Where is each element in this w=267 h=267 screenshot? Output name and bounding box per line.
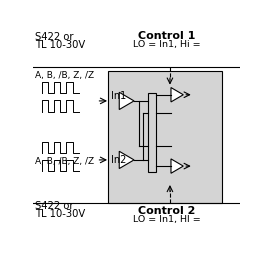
Polygon shape [171,159,183,173]
Text: TL 10-30V: TL 10-30V [36,40,86,50]
Polygon shape [171,88,183,102]
Text: A, B, /B, Z, /Z: A, B, /B, Z, /Z [36,157,95,166]
Text: Control 1: Control 1 [138,31,195,41]
Text: A, B, /B, Z, /Z: A, B, /B, Z, /Z [36,71,95,80]
Bar [148,93,156,172]
Text: LO = In1, Hi =: LO = In1, Hi = [133,40,201,49]
Text: LO = In1, HI =: LO = In1, HI = [133,215,201,224]
Text: S422 or: S422 or [36,201,74,211]
Text: S422 or: S422 or [36,32,74,42]
Text: Control 2: Control 2 [138,206,195,216]
Polygon shape [119,151,134,168]
Text: TL 10-30V: TL 10-30V [36,209,86,219]
Bar [108,71,222,203]
Text: In1: In1 [111,91,126,101]
Text: In2: In2 [111,155,126,164]
Polygon shape [119,92,134,109]
